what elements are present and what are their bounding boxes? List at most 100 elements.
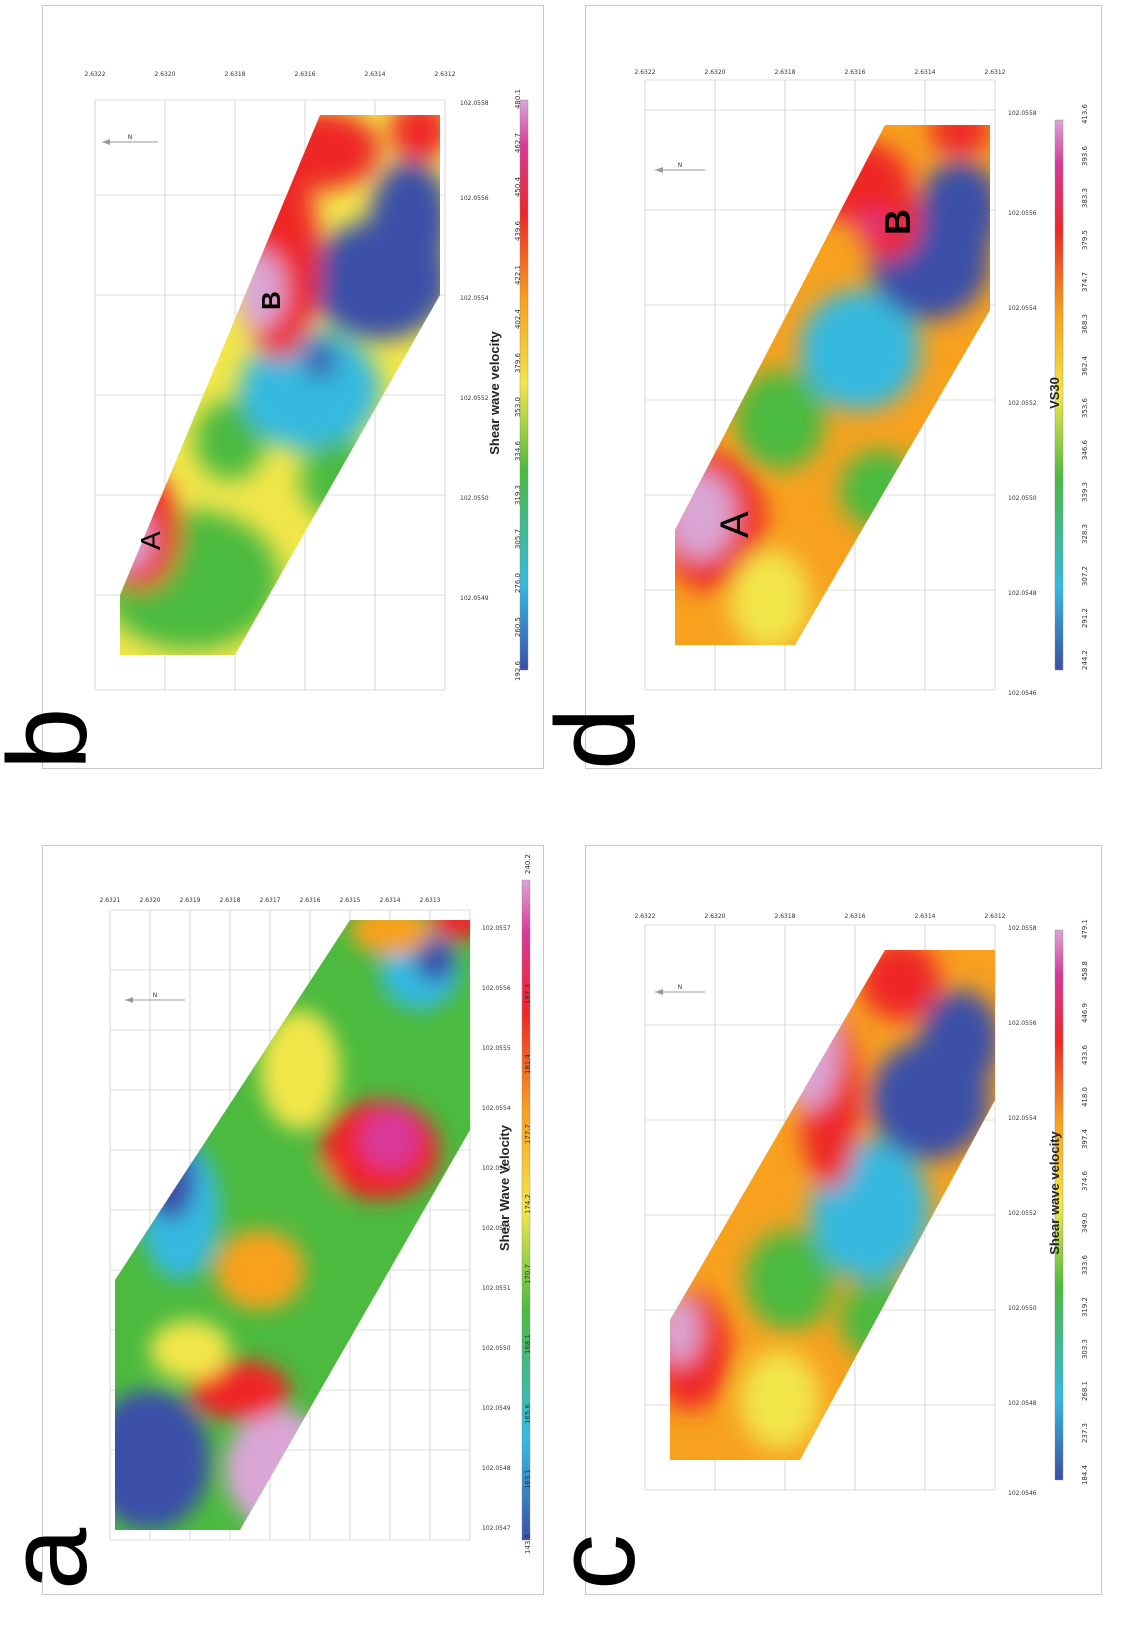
- scale-value: 237.3: [1081, 1422, 1090, 1444]
- scale-value: 353.6: [1081, 397, 1090, 419]
- north-arrow-icon: N: [655, 984, 705, 995]
- map-a-svg: 2.6321 2.6320 2.6319 2.6318 2.6317 2.631…: [100, 879, 531, 1541]
- lon-tick: 102.0549: [482, 1405, 511, 1412]
- map-panel-c: 2.6322 2.6320 2.6318 2.6316 2.6314 2.631…: [630, 900, 1100, 1540]
- lon-tick: 102.0552: [482, 1225, 511, 1232]
- scale-value: 413.6: [1081, 103, 1090, 125]
- north-label: N: [153, 992, 158, 999]
- scale-value: 458.8: [1081, 960, 1090, 982]
- scale-values-c: 479.1 458.8 446.9 433.6 418.0 397.4 374.…: [1075, 919, 1095, 1486]
- scale-value: 402.4: [514, 308, 523, 330]
- zone-label-a: A: [135, 531, 166, 550]
- scale-value: 446.9: [1081, 1002, 1090, 1024]
- lon-tick: 102.0556: [460, 195, 489, 202]
- lat-tick: 2.6318: [775, 913, 796, 920]
- scale-value: 379.5: [1081, 229, 1090, 251]
- lon-tick: 102.0552: [1008, 400, 1037, 407]
- lat-tick: 2.6315: [340, 897, 361, 904]
- scale-value: 439.6: [514, 220, 523, 242]
- scale-value: 346.6: [1081, 439, 1090, 461]
- scale-value: 479.1: [1081, 918, 1090, 940]
- scale-value: 334.6: [514, 440, 523, 462]
- scale-value: 462.7: [514, 132, 523, 154]
- lon-tick: 102.0548: [482, 1465, 511, 1472]
- scale-value: 433.6: [1081, 1044, 1090, 1066]
- lat-tick: 2.6312: [985, 913, 1006, 920]
- lon-tick-labels-c: 102.0546 102.0548 102.0550 102.0552 102.…: [1008, 925, 1037, 1497]
- velocity-surface-c: [670, 950, 995, 1460]
- scale-value: 163.1: [524, 1468, 533, 1490]
- north-arrow-icon: N: [102, 134, 158, 145]
- lon-tick: 102.0546: [1008, 690, 1037, 697]
- color-scale-d: [1054, 119, 1064, 671]
- lat-tick: 2.6317: [260, 897, 281, 904]
- lon-tick: 102.0552: [460, 395, 489, 402]
- scale-value: 170.7: [524, 1263, 533, 1285]
- scale-value: 260.5: [514, 616, 523, 638]
- scale-title-c: Shear wave velocity: [1047, 1131, 1062, 1255]
- velocity-surface-b: [120, 115, 440, 655]
- lon-tick: 102.0550: [460, 495, 489, 502]
- lat-tick: 2.6320: [705, 69, 726, 76]
- lon-tick: 102.0554: [1008, 1115, 1037, 1122]
- lat-tick: 2.6318: [225, 71, 246, 78]
- scale-value: 319.3: [514, 484, 523, 506]
- scale-value: 276.0: [514, 572, 523, 594]
- north-label: N: [678, 162, 683, 169]
- scale-value: 187.3: [524, 983, 533, 1005]
- lon-tick: 102.0558: [460, 100, 489, 107]
- lat-tick: 2.6316: [845, 913, 866, 920]
- scale-value: 143.3: [524, 1533, 533, 1555]
- scale-value: 422.1: [514, 264, 523, 286]
- scale-value: 291.2: [1081, 607, 1090, 629]
- lon-tick: 102.0549: [460, 595, 489, 602]
- scale-value: 333.6: [1081, 1254, 1090, 1276]
- scale-title-b: Shear wave velocity: [487, 331, 502, 455]
- lat-tick: 2.6312: [985, 69, 1006, 76]
- scale-value: 184.4: [1081, 1464, 1090, 1486]
- lat-tick: 2.6316: [295, 71, 316, 78]
- lat-tick-labels-b: 2.6322 2.6320 2.6318 2.6316 2.6314 2.631…: [85, 71, 456, 78]
- scale-value: 480.1: [514, 88, 523, 110]
- lat-tick: 2.6318: [220, 897, 241, 904]
- lon-tick-labels-a: 102.0547 102.0548 102.0549 102.0550 102.…: [482, 925, 511, 1532]
- lon-tick: 102.0553: [482, 1165, 511, 1172]
- zone-label-b: B: [877, 209, 918, 235]
- scale-value: 174.2: [524, 1193, 533, 1215]
- lat-tick-labels-a: 2.6321 2.6320 2.6319 2.6318 2.6317 2.631…: [100, 897, 441, 904]
- lat-tick: 2.6318: [775, 69, 796, 76]
- map-panel-d: 2.6322 2.6320 2.6318 2.6316 2.6314 2.631…: [630, 60, 1100, 720]
- scale-value: 349.0: [1081, 1212, 1090, 1234]
- lat-tick: 2.6322: [635, 69, 656, 76]
- map-c-svg: 2.6322 2.6320 2.6318 2.6316 2.6314 2.631…: [635, 913, 1064, 1497]
- lon-tick-labels-d: 102.0546 102.0548 102.0550 102.0552 102.…: [1008, 110, 1037, 697]
- scale-title-a: Shear Wave Velocity: [497, 1125, 512, 1251]
- scale-value: 319.2: [1081, 1296, 1090, 1318]
- lon-tick: 102.0546: [1008, 1490, 1037, 1497]
- zone-label-b: B: [256, 291, 286, 310]
- scale-values-a: 240.2 187.3 181.4 177.7 174.2 170.7 168.…: [518, 850, 538, 1570]
- lon-tick-labels-b: 102.0549 102.0550 102.0552 102.0554 102.…: [460, 100, 489, 602]
- lon-tick: 102.0556: [1008, 1020, 1037, 1027]
- lon-tick: 102.0550: [1008, 495, 1037, 502]
- scale-value: 328.3: [1081, 523, 1090, 545]
- map-d-svg: 2.6322 2.6320 2.6318 2.6316 2.6314 2.631…: [635, 69, 1064, 697]
- lat-tick: 2.6313: [420, 897, 441, 904]
- lon-tick: 102.0558: [1008, 110, 1037, 117]
- lat-tick-labels-d: 2.6322 2.6320 2.6318 2.6316 2.6314 2.631…: [635, 69, 1006, 76]
- scale-value: 177.7: [524, 1123, 533, 1145]
- scale-title-d: VS30: [1047, 377, 1062, 409]
- lat-tick: 2.6316: [845, 69, 866, 76]
- scale-value: 379.6: [514, 352, 523, 374]
- lon-tick: 102.0550: [482, 1345, 511, 1352]
- scale-value: 418.0: [1081, 1086, 1090, 1108]
- lat-tick: 2.6321: [100, 897, 121, 904]
- lon-tick: 102.0548: [1008, 1400, 1037, 1407]
- lon-tick: 102.0558: [1008, 925, 1037, 932]
- scale-value: 240.2: [524, 853, 533, 875]
- map-panel-b: 2.6322 2.6320 2.6318 2.6316 2.6314 2.631…: [80, 60, 540, 720]
- lon-tick: 102.0554: [1008, 305, 1037, 312]
- scale-value: 374.7: [1081, 271, 1090, 293]
- lon-tick: 102.0555: [482, 1045, 511, 1052]
- lat-tick: 2.6316: [300, 897, 321, 904]
